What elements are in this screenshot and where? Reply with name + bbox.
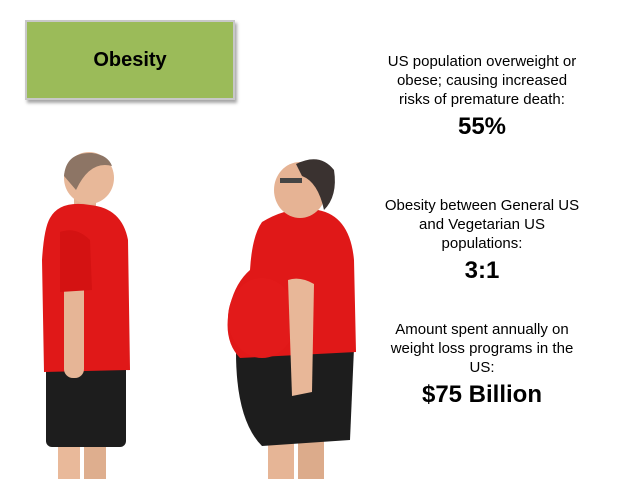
stat-value: 3:1 xyxy=(464,257,500,284)
stat: Obesity between General US and Vegetaria… xyxy=(380,196,584,287)
heavy-man xyxy=(227,159,356,479)
stat-value: $75 Billion xyxy=(421,381,543,408)
stat: US population overweight or obese; causi… xyxy=(380,52,584,143)
title-box: Obesity xyxy=(25,20,235,100)
title: Obesity xyxy=(93,48,167,71)
stat-label: Obesity between General US and Vegetaria… xyxy=(384,197,580,252)
stat-label: US population overweight or obese; causi… xyxy=(387,53,577,108)
stat: Amount spent annually on weight loss pro… xyxy=(380,320,584,411)
stat-label: Amount spent annually on weight loss pro… xyxy=(390,321,574,376)
thin-man xyxy=(42,152,130,479)
stat-value: 55% xyxy=(457,113,507,140)
